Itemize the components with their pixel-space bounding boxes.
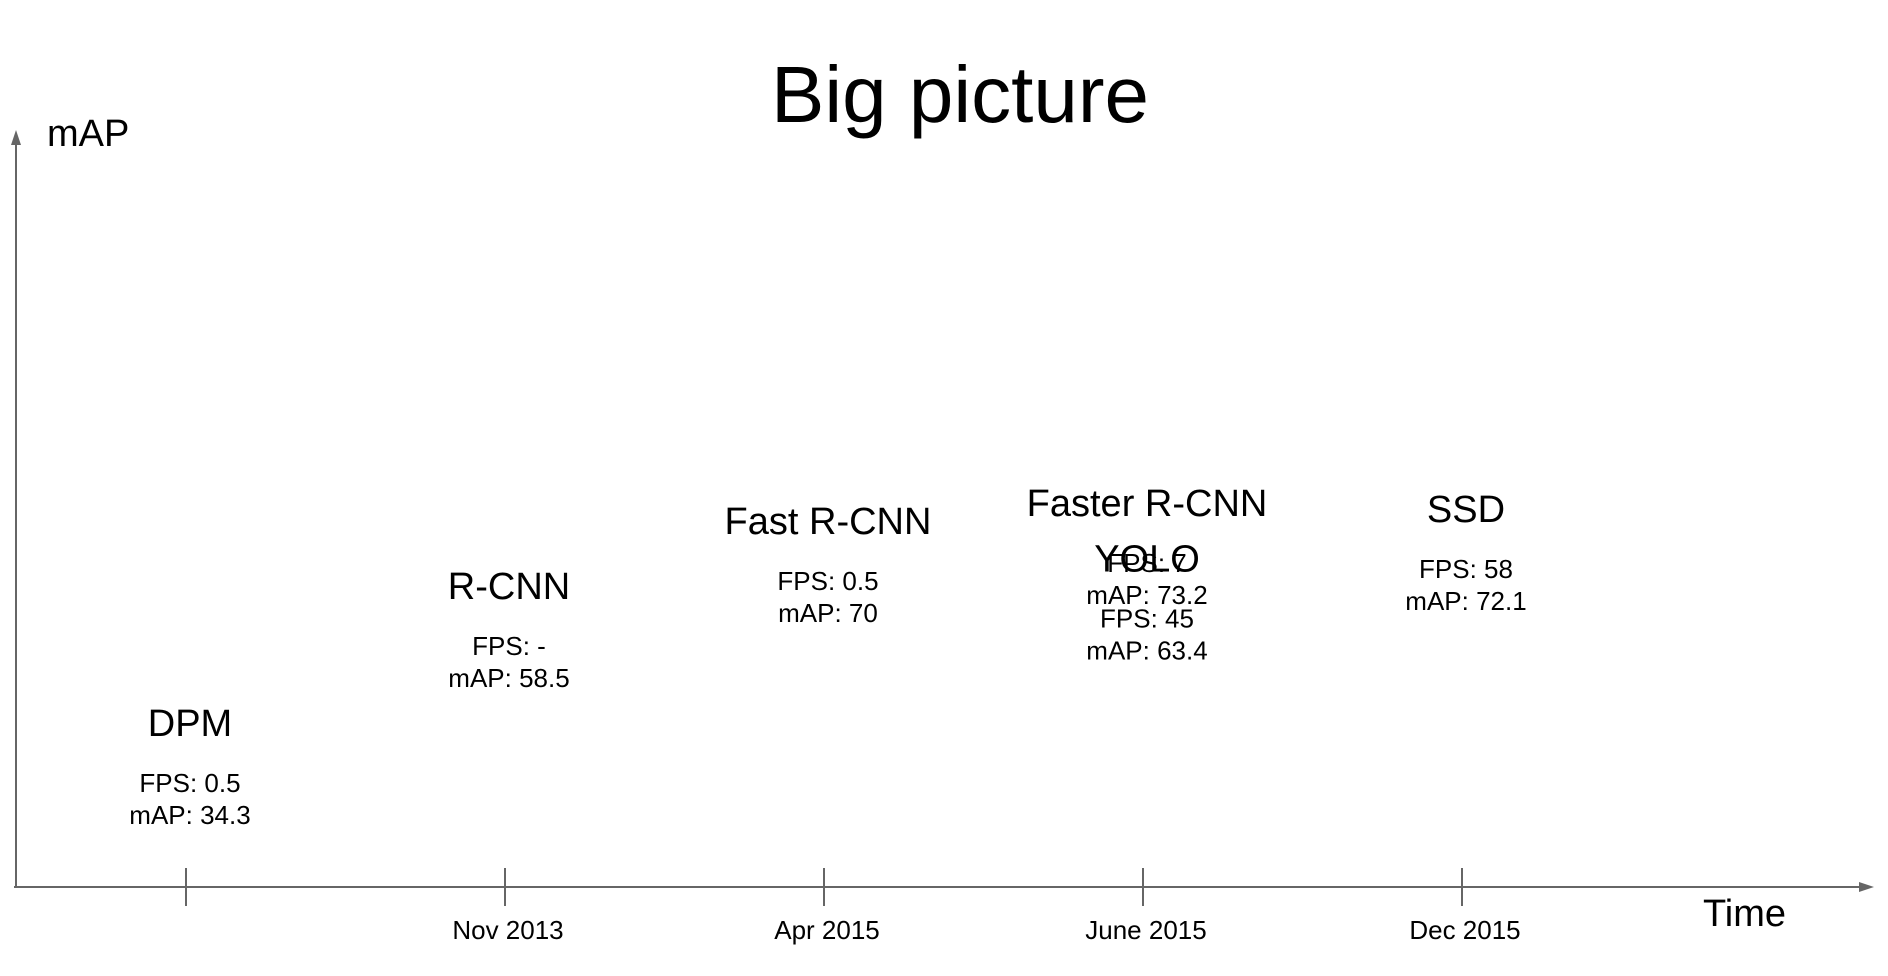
model-name-label: R-CNN <box>448 566 570 608</box>
data-point: R-CNN FPS: -mAP: 58.5 <box>448 566 570 693</box>
y-axis-label: mAP <box>47 113 129 155</box>
x-axis-label: Time <box>1703 893 1786 935</box>
fps-label: FPS: 7 <box>1107 548 1186 578</box>
x-tick-label: Nov 2013 <box>452 915 563 945</box>
model-name-label: Fast R-CNN <box>725 501 932 543</box>
map-label: mAP: 34.3 <box>129 800 250 830</box>
map-label: mAP: 72.1 <box>1405 586 1526 616</box>
fps-label: FPS: 0.5 <box>777 566 878 596</box>
fps-label: FPS: - <box>472 631 546 661</box>
x-tick-label: Dec 2015 <box>1409 915 1520 945</box>
map-label: mAP: 70 <box>778 598 878 628</box>
x-tick-label: Apr 2015 <box>774 915 880 945</box>
model-name-label: SSD <box>1427 489 1505 531</box>
map-label: mAP: 58.5 <box>448 663 569 693</box>
y-axis-arrow-icon <box>11 130 21 145</box>
x-axis-arrow-icon <box>1859 882 1874 892</box>
x-tick-label: June 2015 <box>1085 915 1206 945</box>
chart-title: Big picture <box>771 50 1149 139</box>
model-name-label: YOLO <box>1094 538 1200 580</box>
model-name-label: DPM <box>148 703 232 745</box>
map-label: mAP: 73.2 <box>1086 580 1207 610</box>
fps-label: FPS: 45 <box>1100 603 1194 633</box>
fps-label: FPS: 0.5 <box>139 768 240 798</box>
axes <box>11 130 1874 892</box>
fps-label: FPS: 58 <box>1419 554 1513 584</box>
model-name-label: Faster R-CNN <box>1027 483 1268 525</box>
x-ticks: Nov 2013 Apr 2015 June 2015 Dec 2015 <box>185 868 1521 945</box>
map-label: mAP: 63.4 <box>1086 635 1207 665</box>
